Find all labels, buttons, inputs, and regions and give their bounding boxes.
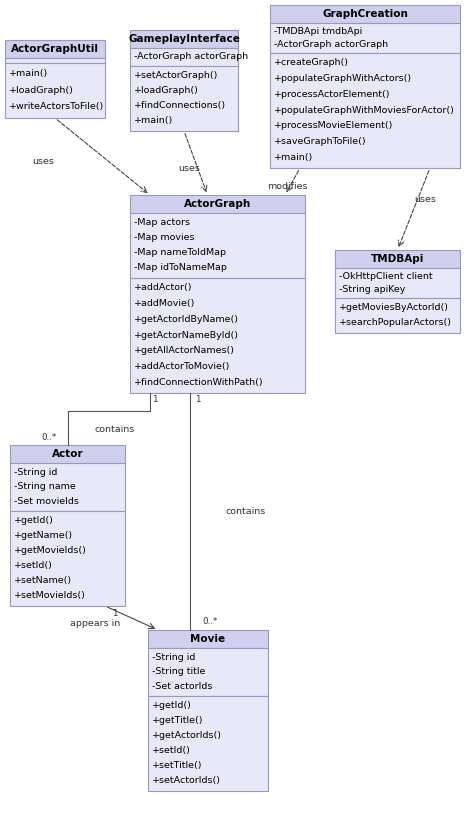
Text: -Map movies: -Map movies (134, 233, 195, 242)
Text: modifies: modifies (267, 182, 308, 191)
Text: +searchPopularActors(): +searchPopularActors() (339, 318, 452, 327)
Text: +saveGraphToFile(): +saveGraphToFile() (274, 137, 367, 146)
Bar (148, 696, 268, 791)
Bar (335, 250, 460, 268)
Text: contains: contains (95, 424, 135, 433)
Text: 0..*: 0..* (42, 433, 57, 442)
Text: uses: uses (178, 163, 200, 172)
Bar (10, 511, 125, 606)
Text: +getId(): +getId() (14, 516, 54, 525)
Bar (10, 445, 125, 463)
Text: +getName(): +getName() (14, 531, 73, 540)
Text: -TMDBApi tmdbApi: -TMDBApi tmdbApi (274, 27, 362, 36)
Bar (270, 23, 460, 53)
Bar (130, 213, 305, 278)
Bar (5, 58, 105, 63)
Text: +setName(): +setName() (14, 576, 72, 585)
Text: 1: 1 (152, 395, 158, 404)
Bar (148, 648, 268, 696)
Bar (270, 53, 460, 168)
Text: +main(): +main() (274, 153, 313, 162)
Text: -ActorGraph actorGraph: -ActorGraph actorGraph (274, 40, 388, 49)
Text: -String id: -String id (152, 653, 196, 662)
Text: -String name: -String name (14, 482, 76, 491)
Text: +findConnections(): +findConnections() (134, 101, 226, 110)
Text: +addMovie(): +addMovie() (134, 299, 196, 308)
Text: +populateGraphWithMoviesForActor(): +populateGraphWithMoviesForActor() (274, 105, 455, 115)
Text: +addActor(): +addActor() (134, 283, 193, 293)
Text: ActorGraph: ActorGraph (184, 199, 251, 209)
Bar (5, 40, 105, 58)
Text: ActorGraphUtil: ActorGraphUtil (11, 44, 99, 54)
Text: +getActorIdByName(): +getActorIdByName() (134, 315, 239, 324)
Bar (130, 278, 305, 393)
Text: +getActorIds(): +getActorIds() (152, 731, 222, 740)
Text: +loadGraph(): +loadGraph() (134, 87, 199, 96)
Text: +processMovieElement(): +processMovieElement() (274, 121, 393, 130)
Text: -Map nameToIdMap: -Map nameToIdMap (134, 248, 226, 257)
Text: Actor: Actor (52, 449, 83, 459)
Bar (130, 48, 238, 66)
Text: +addActorToMovie(): +addActorToMovie() (134, 362, 230, 371)
Bar (335, 268, 460, 298)
Bar (148, 630, 268, 648)
Text: +setTitle(): +setTitle() (152, 761, 203, 770)
Text: +findConnectionWithPath(): +findConnectionWithPath() (134, 378, 264, 387)
Text: +getTitle(): +getTitle() (152, 716, 204, 725)
Text: +setActorGraph(): +setActorGraph() (134, 71, 219, 80)
Text: -Set movieIds: -Set movieIds (14, 497, 79, 506)
Bar (130, 195, 305, 213)
Text: 1: 1 (195, 395, 201, 404)
Text: -OkHttpClient client: -OkHttpClient client (339, 272, 432, 281)
Text: +getMoviesByActorId(): +getMoviesByActorId() (339, 303, 449, 312)
Text: +getMovieIds(): +getMovieIds() (14, 546, 87, 555)
Text: -String title: -String title (152, 667, 205, 677)
Text: +getAllActorNames(): +getAllActorNames() (134, 346, 235, 355)
Text: 1: 1 (112, 610, 118, 619)
Text: -ActorGraph actorGraph: -ActorGraph actorGraph (134, 53, 248, 62)
Text: -String id: -String id (14, 468, 57, 477)
Bar (335, 298, 460, 333)
Text: +writeActorsToFile(): +writeActorsToFile() (9, 102, 104, 111)
Text: TMDBApi: TMDBApi (371, 254, 424, 264)
Text: -Map idToNameMap: -Map idToNameMap (134, 264, 227, 273)
Text: GraphCreation: GraphCreation (322, 9, 408, 19)
Text: 0..*: 0..* (202, 617, 218, 626)
Text: +getId(): +getId() (152, 701, 192, 710)
Text: GameplayInterface: GameplayInterface (128, 34, 240, 44)
Text: +getActorNameById(): +getActorNameById() (134, 330, 239, 339)
Text: +setId(): +setId() (152, 747, 191, 756)
Text: +loadGraph(): +loadGraph() (9, 86, 74, 95)
Text: +createGraph(): +createGraph() (274, 59, 349, 68)
Text: +setId(): +setId() (14, 561, 53, 570)
Text: appears in: appears in (70, 619, 120, 628)
Text: -String apiKey: -String apiKey (339, 285, 405, 294)
Text: uses: uses (32, 157, 54, 166)
Text: +main(): +main() (9, 69, 48, 77)
Text: -Map actors: -Map actors (134, 218, 190, 227)
Text: +main(): +main() (134, 116, 173, 125)
Text: Movie: Movie (190, 634, 226, 644)
Text: +processActorElement(): +processActorElement() (274, 90, 391, 99)
Text: +setMovieIds(): +setMovieIds() (14, 592, 86, 601)
Text: uses: uses (415, 194, 437, 204)
Bar (270, 5, 460, 23)
Bar (130, 66, 238, 131)
Bar (5, 63, 105, 118)
Text: contains: contains (225, 507, 265, 516)
Bar (130, 30, 238, 48)
Text: -Set actorIds: -Set actorIds (152, 682, 212, 691)
Text: +populateGraphWithActors(): +populateGraphWithActors() (274, 74, 412, 83)
Text: +setActorIds(): +setActorIds() (152, 776, 221, 785)
Bar (10, 463, 125, 511)
